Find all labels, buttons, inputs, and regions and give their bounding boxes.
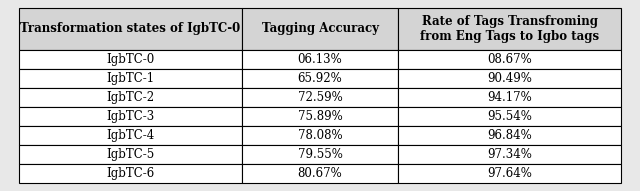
Bar <box>242 126 398 145</box>
Bar <box>242 164 398 183</box>
Text: 96.84%: 96.84% <box>487 129 532 142</box>
Text: 97.34%: 97.34% <box>487 148 532 161</box>
Text: Rate of Tags Transfroming
from Eng Tags to Igbo tags: Rate of Tags Transfroming from Eng Tags … <box>420 15 599 43</box>
Bar <box>19 107 242 126</box>
Text: Tagging Accuracy: Tagging Accuracy <box>262 22 378 35</box>
Bar <box>242 88 398 107</box>
Bar <box>398 145 621 164</box>
Bar <box>242 107 398 126</box>
Text: 95.54%: 95.54% <box>487 110 532 123</box>
Bar <box>398 126 621 145</box>
Bar <box>19 50 242 69</box>
Text: IgbTC-2: IgbTC-2 <box>106 91 154 104</box>
Bar <box>242 145 398 164</box>
Text: Transformation states of IgbTC-0: Transformation states of IgbTC-0 <box>20 22 241 35</box>
Bar <box>19 8 242 50</box>
Bar <box>242 8 398 50</box>
Bar <box>398 107 621 126</box>
Bar <box>242 50 398 69</box>
Text: 06.13%: 06.13% <box>298 53 342 66</box>
Text: IgbTC-3: IgbTC-3 <box>106 110 155 123</box>
Bar <box>398 164 621 183</box>
Text: 08.67%: 08.67% <box>487 53 532 66</box>
Bar <box>398 8 621 50</box>
Bar <box>398 50 621 69</box>
Text: 97.64%: 97.64% <box>487 167 532 180</box>
Bar <box>19 69 242 88</box>
Bar <box>19 145 242 164</box>
Text: IgbTC-1: IgbTC-1 <box>106 72 154 85</box>
Text: 90.49%: 90.49% <box>487 72 532 85</box>
Text: 72.59%: 72.59% <box>298 91 342 104</box>
Text: IgbTC-0: IgbTC-0 <box>106 53 155 66</box>
Text: 78.08%: 78.08% <box>298 129 342 142</box>
Text: IgbTC-4: IgbTC-4 <box>106 129 155 142</box>
Bar <box>398 88 621 107</box>
Bar <box>398 69 621 88</box>
Text: 94.17%: 94.17% <box>487 91 532 104</box>
Bar <box>19 88 242 107</box>
Text: 80.67%: 80.67% <box>298 167 342 180</box>
Bar <box>19 126 242 145</box>
Text: 79.55%: 79.55% <box>298 148 342 161</box>
Text: IgbTC-6: IgbTC-6 <box>106 167 155 180</box>
Text: 65.92%: 65.92% <box>298 72 342 85</box>
Text: 75.89%: 75.89% <box>298 110 342 123</box>
Bar <box>19 164 242 183</box>
Text: IgbTC-5: IgbTC-5 <box>106 148 155 161</box>
Bar <box>242 69 398 88</box>
